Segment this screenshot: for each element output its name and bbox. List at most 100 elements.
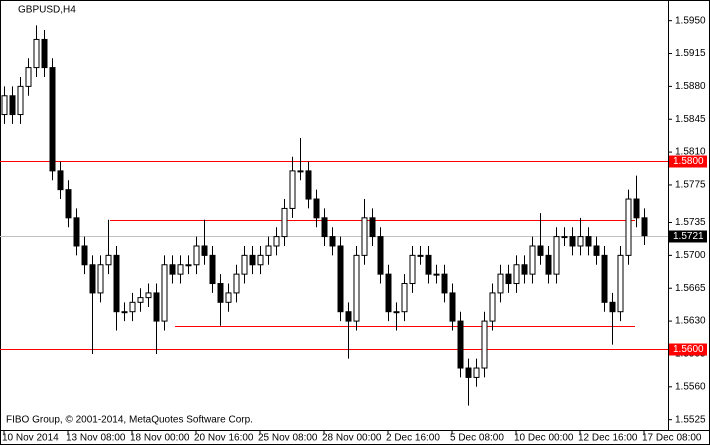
price-label-box [669,155,707,168]
candle-body [601,254,608,303]
candle-body [305,170,312,200]
y-tick-label: 1.5915 [675,48,706,59]
candle-body [425,254,432,275]
candle-body [225,292,232,303]
candle-body [529,245,536,275]
candle-body [177,264,184,275]
candle-body [609,301,616,313]
candle-body [313,198,320,219]
candle-body [145,292,152,299]
candle-body [489,292,496,322]
x-tick-label: 13 Nov 08:00 [66,433,126,444]
candle-body [521,264,528,275]
candle-body [289,170,296,209]
price-label: 1.5721 [673,231,704,242]
candle-body [297,170,304,173]
candle-body [17,85,24,116]
candle-body [345,311,352,322]
candle-body [497,273,504,294]
candle-body [617,254,624,313]
candle-body [73,217,80,247]
x-tick-label: 28 Nov 00:00 [322,433,382,444]
candle-body [137,297,144,303]
candle-body [321,217,328,238]
x-tick-label: 12 Dec 16:00 [578,433,638,444]
candle-body [9,95,16,116]
price-label: 1.5600 [673,344,704,355]
candle-body [41,38,48,69]
candle-body [241,254,248,275]
candle-body [473,367,480,378]
candle-body [129,301,136,313]
candle-body [401,283,408,313]
y-tick-label: 1.5775 [675,180,706,191]
x-tick-label: 25 Nov 08:00 [258,433,318,444]
candle-body [153,292,160,322]
candle-body [569,236,576,247]
candle-body [465,367,472,378]
x-tick-label: 20 Nov 16:00 [194,433,254,444]
candle-body [449,292,456,322]
candle-body [273,236,280,247]
candle-body [33,38,40,69]
x-tick-label: 5 Dec 08:00 [450,433,504,444]
candle-body [217,283,224,303]
candle-body [545,254,552,275]
y-tick-label: 1.5950 [675,15,706,26]
x-tick-label: 2 Dec 16:00 [386,433,440,444]
candle-body [641,217,648,237]
candle-body [81,245,88,266]
candle-body [481,320,488,369]
candle-body [209,254,216,285]
candle-body [337,245,344,313]
candle-body [585,236,592,247]
candle-body [393,311,400,314]
x-tick-label: 10 Dec 00:00 [514,433,574,444]
y-tick-label: 1.5665 [675,283,706,294]
y-tick-label: 1.5735 [675,217,706,228]
candle-body [577,236,584,247]
price-label: 1.5800 [673,156,704,167]
candle-body [49,67,56,172]
y-tick-label: 1.5810 [675,147,706,158]
candle-body [65,189,72,219]
candle-body [57,170,64,191]
candle-body [593,245,600,256]
candle-body [89,264,96,294]
candle-body [553,236,560,275]
candle-body [1,95,8,116]
candle-body [201,245,208,256]
candle-body [633,198,640,219]
y-tick-label: 1.5630 [675,316,706,327]
candle-body [281,207,288,238]
candle-body [433,273,440,276]
candle-body [385,273,392,313]
price-label-box [669,343,707,356]
candle-body [249,254,256,266]
candle-body [369,217,376,238]
plot [0,25,668,406]
candle-body [409,254,416,285]
candle-body [441,273,448,294]
candle-body [233,273,240,294]
candle-body [121,311,128,314]
candle-body [505,273,512,285]
candle-body [185,264,192,267]
price-label-box [669,230,707,243]
candle-body [25,67,32,87]
y-tick-label: 1.5880 [675,81,706,92]
chart-title: GBPUSD,H4 [18,5,76,16]
candle-body [417,254,424,257]
candle-body [353,254,360,322]
candle-body [457,320,464,369]
candle-body [361,217,368,256]
candle-body [113,254,120,313]
candle-body [105,254,112,266]
candle-body [537,245,544,256]
x-tick-label: 18 Nov 00:00 [130,433,190,444]
candle-body [377,236,384,275]
candle-body [169,264,176,275]
y-tick-label: 1.5700 [675,250,706,261]
candle-body [513,264,520,285]
